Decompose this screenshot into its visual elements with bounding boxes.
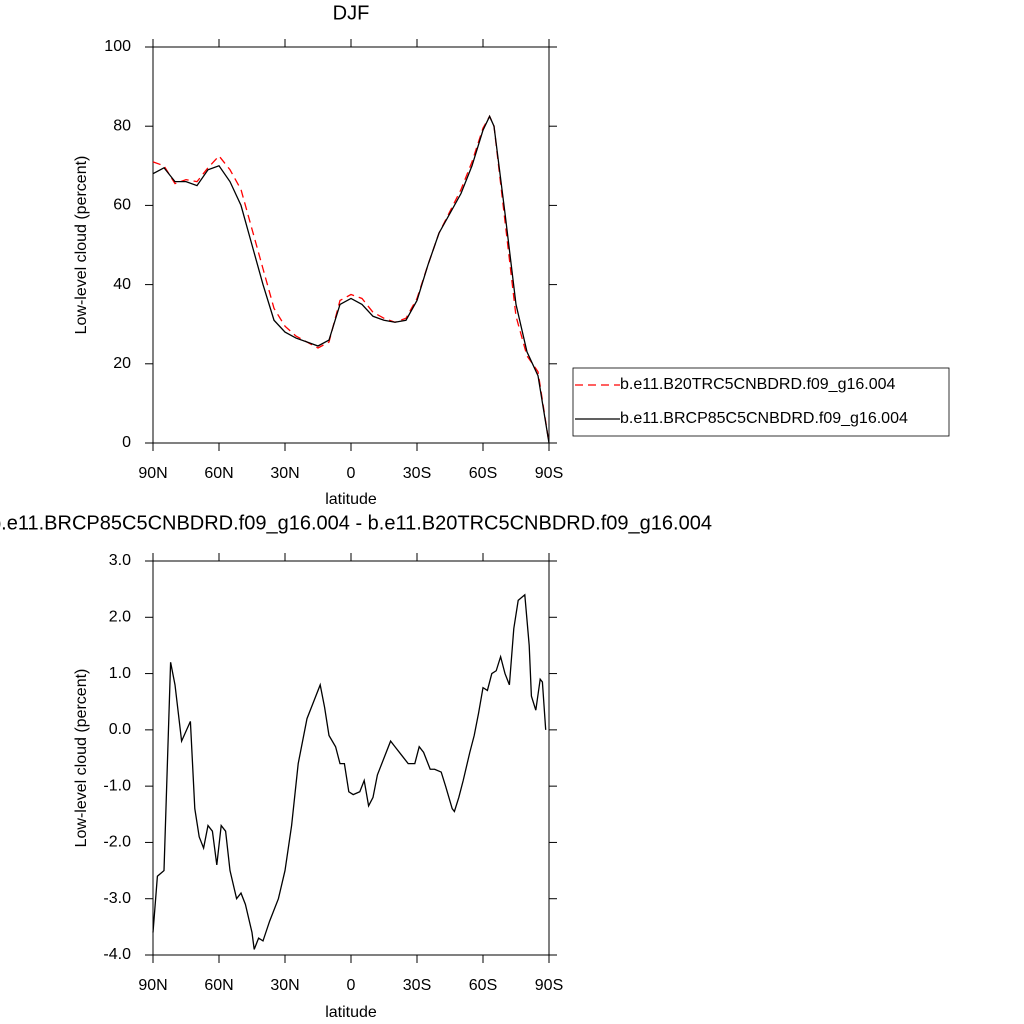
y-tick-label: 3.0 xyxy=(109,552,131,569)
x-tick-label: 30N xyxy=(270,977,299,994)
legend-label: b.e11.B20TRC5CNBDRD.f09_g16.004 xyxy=(620,376,896,393)
y-axis-label: Low-level cloud (percent) xyxy=(73,156,90,335)
y-tick-label: -4.0 xyxy=(103,946,131,963)
y-tick-label: 2.0 xyxy=(109,609,131,626)
y-tick-label: 0.0 xyxy=(109,721,131,738)
plot-frame xyxy=(152,560,550,956)
x-tick-label: 60S xyxy=(469,465,497,482)
y-tick-label: -3.0 xyxy=(103,890,131,907)
x-axis-label: latitude xyxy=(325,491,377,508)
y-tick-label: 40 xyxy=(113,276,131,293)
data-line xyxy=(152,593,547,950)
x-tick-label: 60S xyxy=(469,977,497,994)
x-tick-label: 0 xyxy=(347,465,356,482)
x-tick-label: 0 xyxy=(347,977,356,994)
y-tick-label: 80 xyxy=(113,117,131,134)
y-tick-label: 1.0 xyxy=(109,665,131,682)
plot-frame xyxy=(152,46,550,444)
x-tick-label: 30N xyxy=(270,465,299,482)
y-axis-label: Low-level cloud (percent) xyxy=(73,669,90,848)
x-tick-label: 90S xyxy=(535,465,563,482)
y-tick-label: -2.0 xyxy=(103,834,131,851)
data-line xyxy=(152,114,550,444)
x-tick-label: 60N xyxy=(204,465,233,482)
x-tick-label: 90N xyxy=(138,977,167,994)
x-tick-label: 60N xyxy=(204,977,233,994)
y-tick-label: 20 xyxy=(113,355,131,372)
y-tick-label: 60 xyxy=(113,197,131,214)
y-tick-label: -1.0 xyxy=(103,777,131,794)
y-tick-label: 0 xyxy=(122,434,131,451)
x-tick-label: 90N xyxy=(138,465,167,482)
x-tick-label: 30S xyxy=(403,465,431,482)
legend-label: b.e11.BRCP85C5CNBDRD.f09_g16.004 xyxy=(620,410,908,427)
x-tick-label: 90S xyxy=(535,977,563,994)
chart-title: b.e11.BRCP85C5CNBDRD.f09_g16.004 - b.e11… xyxy=(0,512,712,534)
legend-box xyxy=(572,367,950,437)
chart-title: DJF xyxy=(333,2,370,24)
y-tick-label: 100 xyxy=(104,38,131,55)
x-tick-label: 30S xyxy=(403,977,431,994)
data-line xyxy=(152,114,550,444)
x-axis-label: latitude xyxy=(325,1004,377,1021)
